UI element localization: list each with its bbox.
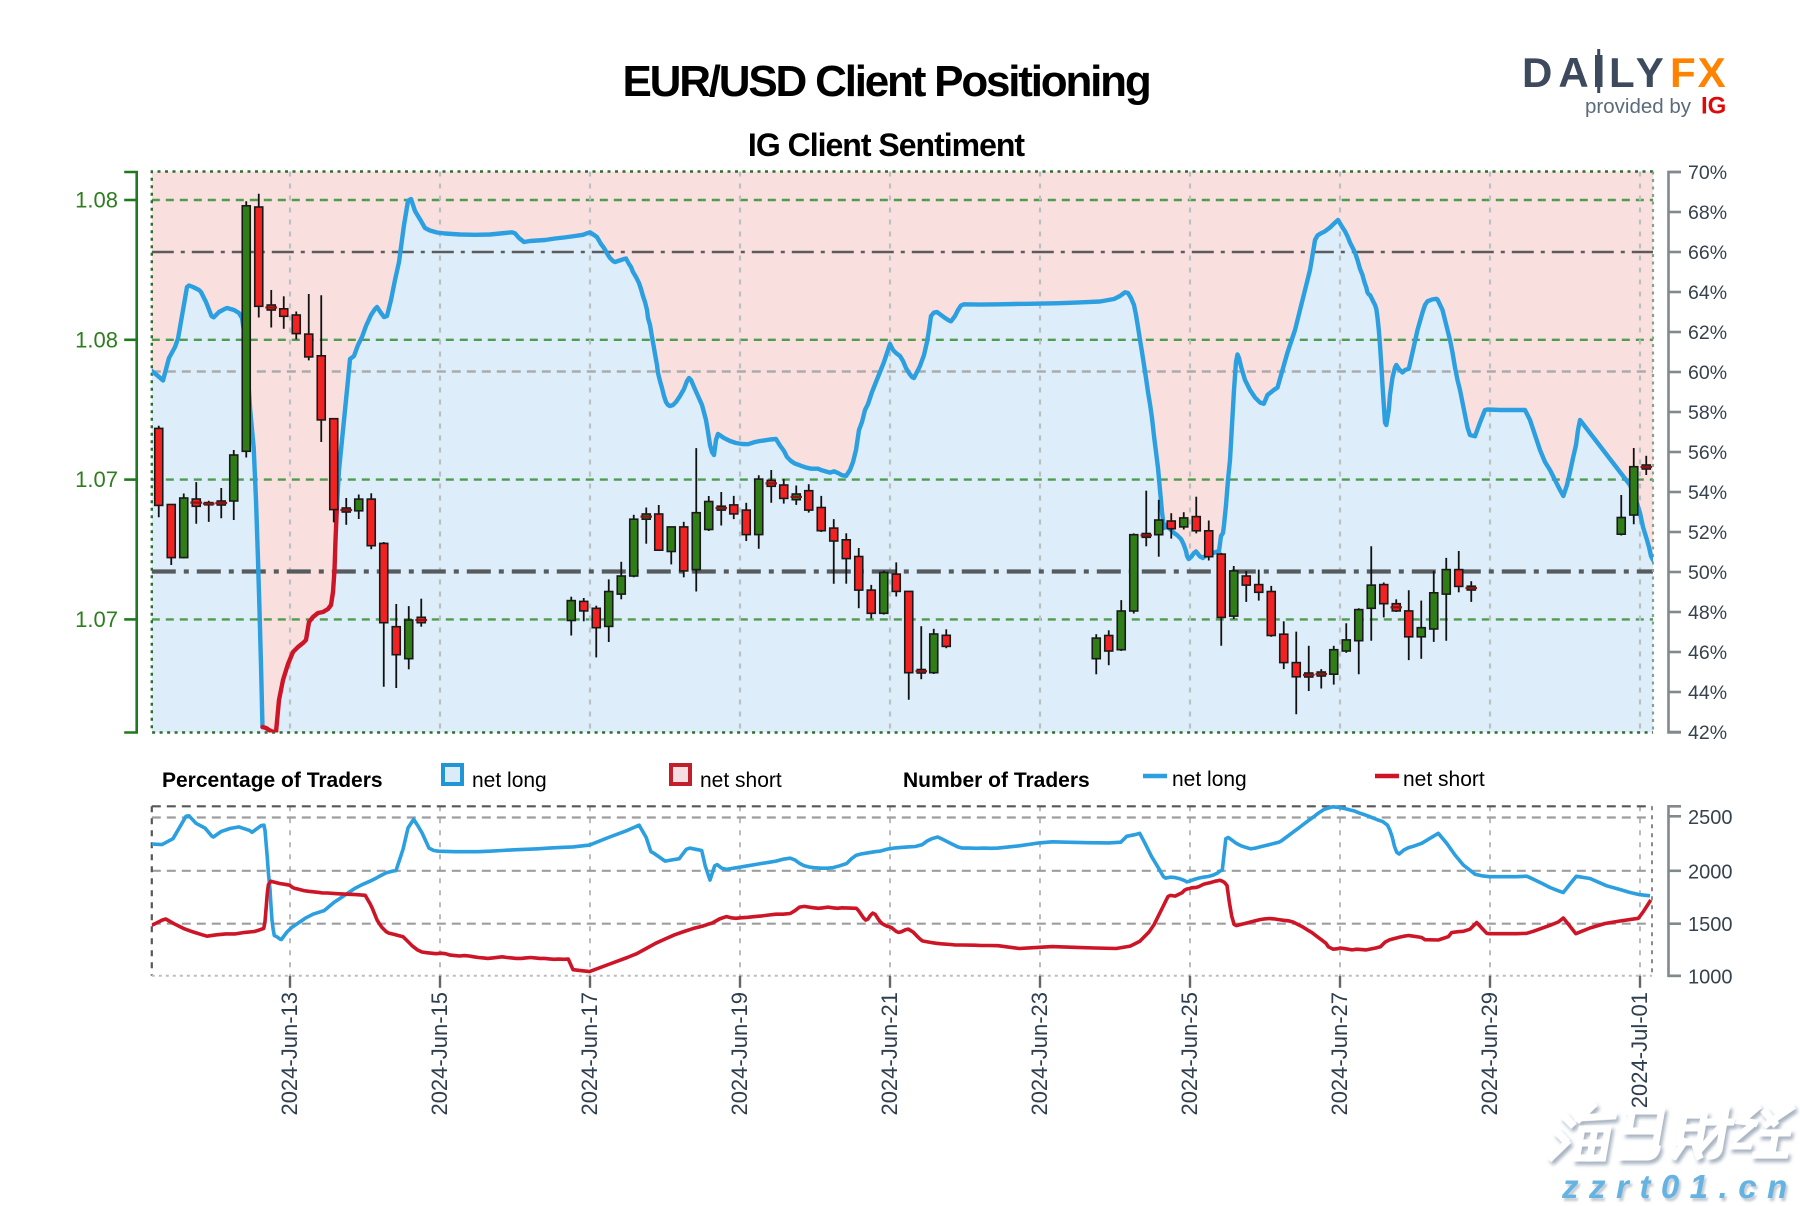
svg-text:LY: LY: [1609, 49, 1669, 96]
svg-text:2024-Jun-25: 2024-Jun-25: [1177, 992, 1202, 1116]
svg-text:Number of Traders: Number of Traders: [903, 769, 1090, 792]
svg-text:68%: 68%: [1688, 202, 1727, 224]
svg-text:net short: net short: [700, 769, 782, 792]
svg-text:2024-Jun-23: 2024-Jun-23: [1027, 992, 1052, 1116]
svg-text:2024-Jun-27: 2024-Jun-27: [1327, 992, 1352, 1116]
svg-text:2024-Jun-15: 2024-Jun-15: [427, 992, 452, 1116]
svg-text:DA: DA: [1522, 49, 1595, 96]
svg-text:Percentage of Traders: Percentage of Traders: [162, 769, 383, 792]
svg-text:1.07: 1.07: [75, 607, 118, 632]
svg-text:62%: 62%: [1688, 322, 1727, 344]
svg-text:FX: FX: [1670, 49, 1728, 96]
svg-text:50%: 50%: [1688, 562, 1727, 584]
svg-text:66%: 66%: [1688, 242, 1727, 264]
svg-text:54%: 54%: [1688, 482, 1727, 504]
svg-text:64%: 64%: [1688, 282, 1727, 304]
svg-text:net short: net short: [1403, 768, 1485, 791]
svg-text:2024-Jun-19: 2024-Jun-19: [727, 992, 752, 1116]
svg-text:2024-Jun-13: 2024-Jun-13: [277, 992, 302, 1116]
svg-text:net long: net long: [1172, 768, 1247, 791]
svg-text:1.08: 1.08: [75, 188, 118, 213]
svg-text:2500: 2500: [1688, 807, 1733, 829]
svg-text:IG Client Sentiment: IG Client Sentiment: [748, 127, 1025, 163]
svg-text:2024-Jun-29: 2024-Jun-29: [1477, 992, 1502, 1116]
svg-text:1000: 1000: [1688, 966, 1733, 988]
svg-text:1500: 1500: [1688, 914, 1733, 936]
svg-text:48%: 48%: [1688, 602, 1727, 624]
svg-text:46%: 46%: [1688, 642, 1727, 664]
svg-text:60%: 60%: [1688, 362, 1727, 384]
svg-text:44%: 44%: [1688, 682, 1727, 704]
svg-text:70%: 70%: [1688, 162, 1727, 184]
svg-text:52%: 52%: [1688, 522, 1727, 544]
svg-text:EUR/USD Client Positioning: EUR/USD Client Positioning: [622, 57, 1149, 106]
svg-text:1.07: 1.07: [75, 467, 118, 492]
svg-text:58%: 58%: [1688, 402, 1727, 424]
svg-text:1.08: 1.08: [75, 327, 118, 352]
svg-text:2000: 2000: [1688, 861, 1733, 883]
svg-text:56%: 56%: [1688, 442, 1727, 464]
svg-text:2024-Jul-01: 2024-Jul-01: [1627, 992, 1652, 1108]
svg-text:provided by: provided by: [1585, 95, 1692, 118]
svg-text:2024-Jun-17: 2024-Jun-17: [577, 992, 602, 1116]
svg-text:2024-Jun-21: 2024-Jun-21: [877, 992, 902, 1116]
svg-text:net long: net long: [472, 769, 547, 792]
svg-text:42%: 42%: [1688, 722, 1727, 744]
svg-text:IG: IG: [1701, 93, 1726, 120]
